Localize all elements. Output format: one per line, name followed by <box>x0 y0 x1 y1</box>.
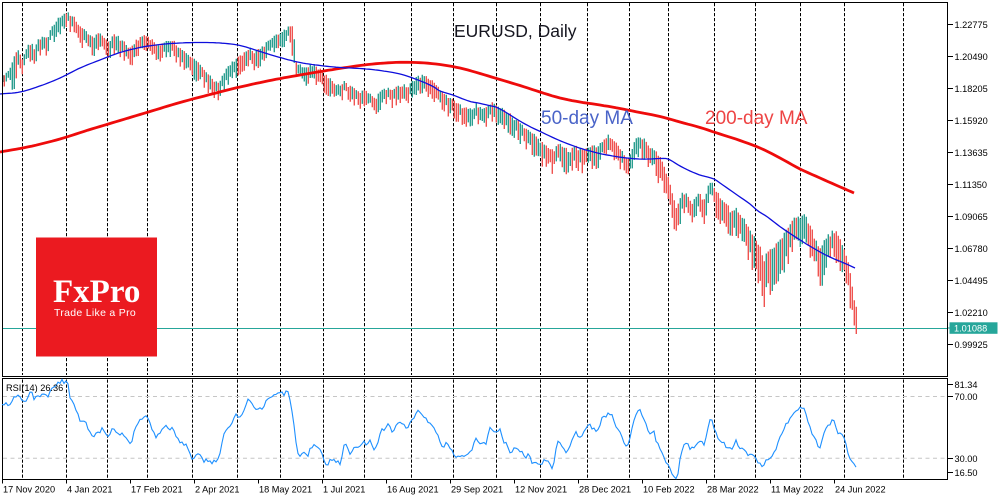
svg-text:1.18205: 1.18205 <box>955 84 988 94</box>
svg-text:1.20490: 1.20490 <box>955 52 988 62</box>
svg-text:1.22775: 1.22775 <box>955 20 988 30</box>
svg-text:1.04495: 1.04495 <box>955 276 988 286</box>
svg-text:EURUSD, Daily: EURUSD, Daily <box>454 21 577 41</box>
svg-text:1.06780: 1.06780 <box>955 244 988 254</box>
svg-text:28 Mar 2022: 28 Mar 2022 <box>707 485 759 495</box>
svg-text:17 Nov 2020: 17 Nov 2020 <box>3 485 55 495</box>
svg-text:17 Feb 2021: 17 Feb 2021 <box>131 485 183 495</box>
svg-text:28 Dec 2021: 28 Dec 2021 <box>579 485 631 495</box>
svg-text:200-day MA: 200-day MA <box>705 108 808 129</box>
svg-text:30.00: 30.00 <box>955 454 978 464</box>
svg-text:1.01088: 1.01088 <box>954 324 987 334</box>
svg-text:1.15920: 1.15920 <box>955 116 988 126</box>
svg-text:18 May 2021: 18 May 2021 <box>259 485 312 495</box>
svg-text:24 Jun 2022: 24 Jun 2022 <box>835 485 886 495</box>
svg-text:1.13635: 1.13635 <box>955 148 988 158</box>
svg-text:50-day MA: 50-day MA <box>541 108 633 129</box>
svg-text:16 Aug 2021: 16 Aug 2021 <box>387 485 439 495</box>
svg-text:FxPro: FxPro <box>53 274 140 310</box>
svg-text:1.02210: 1.02210 <box>955 308 988 318</box>
svg-text:10 Feb 2022: 10 Feb 2022 <box>643 485 695 495</box>
svg-text:16.50: 16.50 <box>955 468 978 478</box>
svg-text:81.34: 81.34 <box>955 380 978 390</box>
svg-text:11 May 2022: 11 May 2022 <box>771 485 823 495</box>
svg-text:4 Jan 2021: 4 Jan 2021 <box>67 485 112 495</box>
svg-text:12 Nov 2021: 12 Nov 2021 <box>515 485 567 495</box>
svg-text:1.11350: 1.11350 <box>955 180 988 190</box>
svg-text:29 Sep 2021: 29 Sep 2021 <box>451 485 503 495</box>
svg-text:70.00: 70.00 <box>955 392 978 402</box>
svg-text:RSI(14) 26.36: RSI(14) 26.36 <box>6 383 63 393</box>
svg-text:0.99925: 0.99925 <box>955 340 988 350</box>
svg-text:1 Jul 2021: 1 Jul 2021 <box>323 485 365 495</box>
svg-text:1.09065: 1.09065 <box>955 212 988 222</box>
svg-text:Trade Like a Pro: Trade Like a Pro <box>54 307 136 319</box>
svg-text:2 Apr 2021: 2 Apr 2021 <box>195 485 239 495</box>
